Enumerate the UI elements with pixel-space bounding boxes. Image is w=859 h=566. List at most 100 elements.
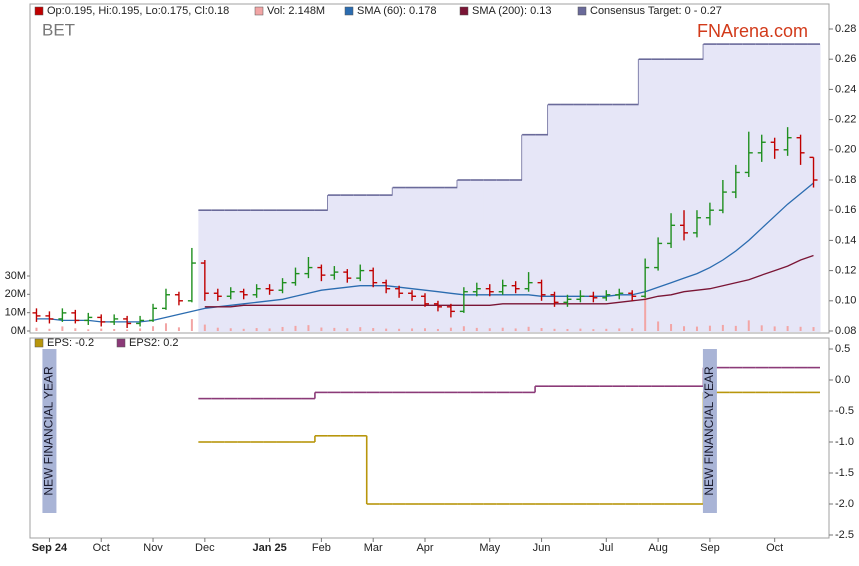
legend-swatch (34, 338, 44, 348)
volume-bar (553, 328, 556, 331)
y-tick-label: -2.0 (835, 498, 854, 510)
target-area (340, 195, 355, 332)
target-area (509, 180, 523, 332)
volume-bar (592, 329, 595, 331)
target-area (690, 59, 704, 332)
volume-bar (566, 328, 569, 331)
volume-bar (488, 328, 491, 331)
legend-label: Consensus Target: 0 - 0.27 (590, 5, 722, 17)
volume-tick-label: 0M (11, 325, 26, 337)
target-area (496, 180, 510, 332)
x-tick-label: Aug (648, 542, 668, 554)
volume-bar (424, 328, 426, 331)
volume-bar (449, 327, 452, 331)
financial-year-band (702, 349, 717, 513)
legend-swatch (254, 6, 264, 16)
target-area (405, 187, 420, 332)
volume-bar (398, 328, 401, 331)
volume-tick-label: 10M (5, 307, 26, 319)
target-area (444, 187, 458, 332)
volume-bar (605, 328, 608, 331)
volume-bar (644, 296, 647, 331)
y-tick-label: 0.28 (835, 23, 856, 35)
volume-bar (527, 326, 530, 331)
volume-bar (721, 324, 724, 331)
legend-swatch (116, 338, 126, 348)
volume-bar (683, 326, 686, 331)
financial-year-label: NEW FINANCIAL YEAR (42, 366, 56, 496)
target-area (392, 187, 407, 332)
y-tick-label: 0.0 (835, 374, 850, 386)
volume-bar (579, 328, 582, 331)
target-area (535, 134, 549, 332)
volume-bar (113, 328, 116, 331)
volume-bar (708, 325, 711, 331)
y-tick-label: 0.14 (835, 234, 856, 246)
x-tick-label: Mar (364, 542, 383, 554)
target-area (522, 134, 536, 332)
target-area (755, 44, 769, 332)
legend-background (31, 5, 828, 18)
target-area (237, 210, 251, 332)
volume-tick-label: 30M (5, 270, 26, 282)
volume-bar (139, 328, 142, 331)
sma-line (204, 254, 814, 308)
volume-bar (74, 328, 77, 331)
volume-bar (242, 328, 245, 331)
legend-label: SMA (60): 0.178 (357, 5, 437, 17)
y-tick-label: 0.20 (835, 144, 856, 156)
volume-bar (359, 327, 362, 331)
volume-bar (307, 325, 310, 331)
legend-label: Vol: 2.148M (267, 5, 325, 17)
volume-bar (411, 328, 414, 331)
target-area (263, 210, 277, 332)
target-area (250, 210, 264, 332)
volume-bar (657, 321, 660, 331)
target-area (483, 180, 497, 332)
volume-tick-label: 20M (5, 288, 26, 300)
target-area (742, 44, 756, 332)
volume-bar (462, 326, 465, 331)
x-tick-label: Oct (766, 542, 783, 554)
y-tick-label: -0.5 (835, 405, 854, 417)
y-tick-label: 0.10 (835, 295, 856, 307)
volume-bar (372, 328, 375, 331)
volume-bar (734, 325, 737, 331)
x-tick-label: Jul (599, 542, 613, 554)
target-area (638, 59, 653, 332)
x-tick-label: Sep 24 (32, 542, 68, 554)
volume-bar (100, 328, 103, 331)
volume-bar (773, 326, 776, 331)
target-area (379, 195, 394, 332)
volume-bar (812, 327, 815, 331)
x-tick-label: Feb (312, 542, 331, 554)
legend-swatch (34, 6, 44, 16)
target-area (276, 210, 290, 332)
target-area (224, 210, 238, 332)
volume-bar (216, 327, 219, 331)
x-tick-label: Sep (700, 542, 720, 554)
target-area (599, 104, 614, 332)
target-area (794, 44, 808, 332)
volume-bar (126, 329, 129, 331)
volume-bar (475, 327, 478, 331)
volume-bar (385, 328, 388, 331)
x-tick-label: Apr (416, 542, 433, 554)
target-area (703, 44, 717, 332)
x-tick-label: May (479, 542, 500, 554)
volume-bar (61, 326, 64, 331)
target-area (560, 104, 575, 332)
legend-label: Op:0.195, Hi:0.195, Lo:0.175, Cl:0.18 (47, 5, 229, 17)
y-tick-label: -1.0 (835, 436, 854, 448)
volume-bar (501, 327, 504, 331)
volume-bar (229, 328, 232, 331)
volume-bar (514, 328, 517, 331)
target-area (625, 104, 640, 332)
volume-bar (695, 326, 698, 331)
volume-bar (268, 328, 271, 331)
legend-background (31, 339, 828, 348)
financial-year-band (42, 349, 57, 513)
volume-bar (786, 326, 789, 331)
x-tick-label: Dec (195, 542, 215, 554)
